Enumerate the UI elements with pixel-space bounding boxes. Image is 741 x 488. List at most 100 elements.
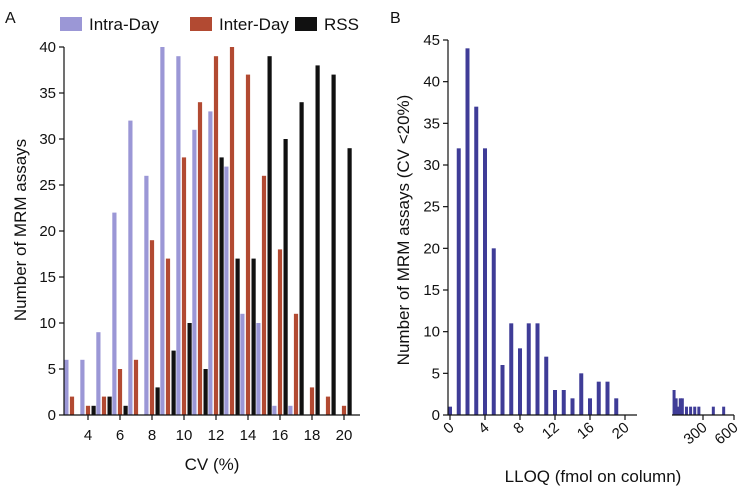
bar-lloq-high-80	[678, 398, 682, 415]
bar-inter-day-14	[245, 74, 251, 415]
bar-intra-day-12	[208, 111, 213, 416]
bar-lloq-low-10	[535, 323, 540, 415]
y-tick-label: 10	[39, 315, 56, 332]
legend: Intra-Day Inter-Day RSS	[60, 15, 359, 34]
x-tick-label: 16	[574, 419, 598, 443]
bar-lloq-low-13	[561, 390, 566, 415]
x-tick-label: 16	[272, 427, 289, 444]
y-axis-title: Number of MRM assays	[11, 139, 30, 321]
y-axis-title-group: Number of MRM assays (CV <20%)	[394, 95, 413, 366]
bar-intra-day-6	[112, 212, 117, 415]
x-tick-label: 6	[116, 427, 124, 444]
x-tick-label: 18	[304, 427, 321, 444]
y-tick-label: 45	[423, 32, 440, 49]
bar-rss-12	[219, 157, 224, 415]
bar-lloq-low-14	[570, 398, 575, 415]
x-axis-title: LLOQ (fmol on column)	[505, 467, 682, 486]
bar-rss-6	[123, 405, 128, 415]
bar-inter-day-11	[197, 102, 203, 415]
legend-label-1: Inter-Day	[219, 15, 289, 34]
bar-lloq-low-19	[614, 398, 619, 415]
bar-inter-day-19	[325, 396, 331, 415]
bar-intra-day-13	[224, 166, 229, 415]
bar-lloq-low-6	[500, 365, 505, 415]
legend-label-2: RSS	[324, 15, 359, 34]
bar-lloq-high-140	[684, 406, 688, 415]
bar-intra-day-4	[80, 359, 85, 415]
y-tick-label: 35	[423, 115, 440, 132]
bar-intra-day-3	[64, 359, 69, 415]
bar-lloq-low-1	[456, 148, 461, 416]
chart-a: A Intra-Day Inter-Day RSS Number of MRM as…	[5, 10, 360, 474]
bar-intra-day-17	[288, 405, 293, 415]
bar-inter-day-10	[181, 157, 187, 415]
x-tick-label: 12	[208, 427, 225, 444]
bar-intra-day-11	[192, 129, 197, 416]
bar-lloq-low-15	[579, 373, 584, 415]
bar-lloq-low-5	[491, 248, 496, 415]
bar-inter-day-8	[149, 240, 155, 415]
bar-rss-8	[155, 387, 160, 415]
bar-lloq-high-260	[697, 406, 701, 415]
y-axis-ticks: 0 5 10 15 20 25 30 35 40	[39, 39, 64, 424]
x-axis-title: CV (%)	[185, 455, 240, 474]
bar-lloq-high-100	[680, 398, 684, 415]
bar-lloq-high-220	[693, 406, 697, 415]
x-tick-label: 10	[176, 427, 193, 444]
bar-intra-day-5	[96, 332, 101, 415]
bar-lloq-low-9	[526, 323, 531, 415]
bar-rss-20	[347, 148, 352, 415]
y-tick-label: 20	[39, 223, 56, 240]
bar-lloq-low-16	[588, 398, 592, 415]
bar-lloq-low-11	[544, 356, 549, 415]
y-tick-label: 15	[39, 269, 56, 286]
y-axis-title-group: Number of MRM assays	[11, 139, 30, 321]
panel-b-letter: B	[390, 10, 401, 27]
y-tick-label: 25	[423, 199, 440, 216]
bar-lloq-high-180	[689, 406, 693, 415]
y-tick-label: 20	[423, 240, 440, 257]
bar-inter-day-17	[293, 313, 299, 415]
bar-rss-10	[187, 323, 192, 415]
bar-rss-19	[331, 74, 336, 415]
bar-rss-4	[91, 405, 96, 415]
bars	[64, 47, 352, 416]
panel-a-letter: A	[5, 10, 16, 27]
x-tick-label: 300	[680, 419, 710, 448]
bar-intra-day-15	[256, 323, 261, 415]
x-tick-label: 20	[336, 427, 353, 444]
y-tick-label: 10	[423, 324, 440, 341]
bars	[448, 48, 726, 416]
x-tick-label: 0	[440, 419, 457, 437]
bar-lloq-low-4	[483, 148, 487, 416]
bar-rss-18	[315, 65, 320, 416]
bar-inter-day-7	[133, 359, 139, 415]
bar-intra-day-10	[176, 56, 181, 415]
bar-intra-day-9	[160, 47, 165, 415]
bar-lloq-low-8	[518, 348, 522, 415]
legend-label-0: Intra-Day	[89, 15, 159, 34]
bar-intra-day-7	[128, 120, 133, 415]
x-tick-label: 8	[148, 427, 156, 444]
y-tick-label: 5	[48, 361, 56, 378]
y-tick-label: 15	[423, 282, 440, 299]
bar-inter-day-18	[309, 387, 315, 415]
bar-rss-16	[283, 139, 288, 415]
bar-inter-day-12	[213, 56, 219, 415]
y-tick-label: 30	[39, 131, 56, 148]
bar-rss-11	[203, 369, 208, 415]
bar-rss-14	[251, 258, 256, 415]
y-tick-label: 25	[39, 177, 56, 194]
bar-inter-day-6	[117, 369, 123, 415]
bar-intra-day-8	[144, 175, 149, 415]
bar-intra-day-14	[240, 313, 245, 415]
bar-rss-13	[235, 258, 240, 415]
y-axis-ticks: 0 5 10 15 20 25 30 35 40 45	[423, 32, 448, 424]
bar-lloq-low-17	[596, 381, 601, 415]
bar-lloq-low-12	[553, 390, 557, 415]
y-axis-title: Number of MRM assays (CV <20%)	[394, 95, 413, 366]
bar-inter-day-15	[261, 175, 267, 415]
bar-rss-5	[107, 396, 112, 415]
bar-inter-day-16	[277, 249, 283, 415]
